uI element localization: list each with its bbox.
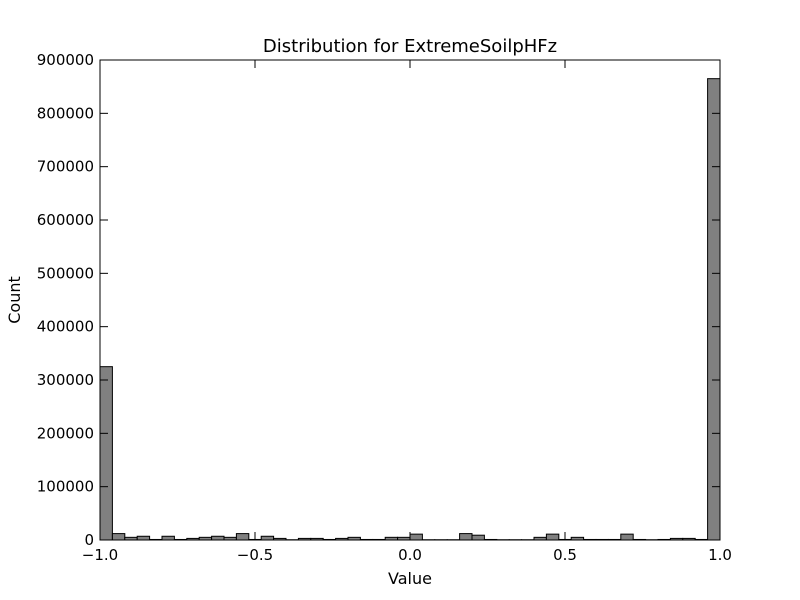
histogram-bar bbox=[235, 533, 250, 541]
histogram-bar bbox=[545, 533, 560, 541]
chart-title: Distribution for ExtremeSoilpHFz bbox=[263, 36, 557, 57]
y-tick-label: 800000 bbox=[37, 104, 94, 122]
y-tick-label: 400000 bbox=[37, 318, 94, 336]
y-tick-label: 100000 bbox=[37, 478, 94, 496]
y-axis: 0 100000 200000 300000 400000 500000 600000 700… bbox=[37, 51, 720, 549]
histogram-bar bbox=[136, 535, 151, 541]
histogram-bar bbox=[111, 533, 126, 541]
histogram-bar bbox=[211, 535, 225, 541]
y-tick-label: 700000 bbox=[37, 158, 94, 176]
y-tick-label: 900000 bbox=[37, 51, 94, 69]
bars-group bbox=[99, 78, 721, 541]
y-tick-label: 300000 bbox=[37, 371, 94, 389]
histogram-bar bbox=[707, 78, 721, 541]
histogram-bar bbox=[459, 533, 473, 541]
x-tick-label: −0.5 bbox=[237, 546, 273, 564]
x-axis-label: Value bbox=[388, 569, 432, 588]
x-tick-label: 1.0 bbox=[708, 546, 732, 564]
plot-frame bbox=[99, 59, 721, 541]
x-tick-label: 0.0 bbox=[398, 546, 422, 564]
histogram-bar bbox=[260, 535, 275, 541]
y-tick-label: 600000 bbox=[37, 211, 94, 229]
histogram-bar bbox=[620, 533, 634, 541]
y-tick-label: 200000 bbox=[37, 424, 94, 442]
histogram-bar bbox=[161, 535, 175, 541]
y-tick-label: 0 bbox=[84, 531, 94, 549]
histogram-bar bbox=[409, 533, 423, 541]
x-tick-label: 0.5 bbox=[553, 546, 577, 564]
y-axis-label: Count bbox=[5, 276, 24, 324]
y-tick-label: 500000 bbox=[37, 264, 94, 282]
x-axis: −1.0 −0.5 0.0 0.5 1.0 bbox=[82, 60, 732, 564]
x-tick-label: −1.0 bbox=[82, 546, 118, 564]
histogram-bar bbox=[471, 534, 485, 541]
histogram-bar bbox=[99, 366, 113, 541]
